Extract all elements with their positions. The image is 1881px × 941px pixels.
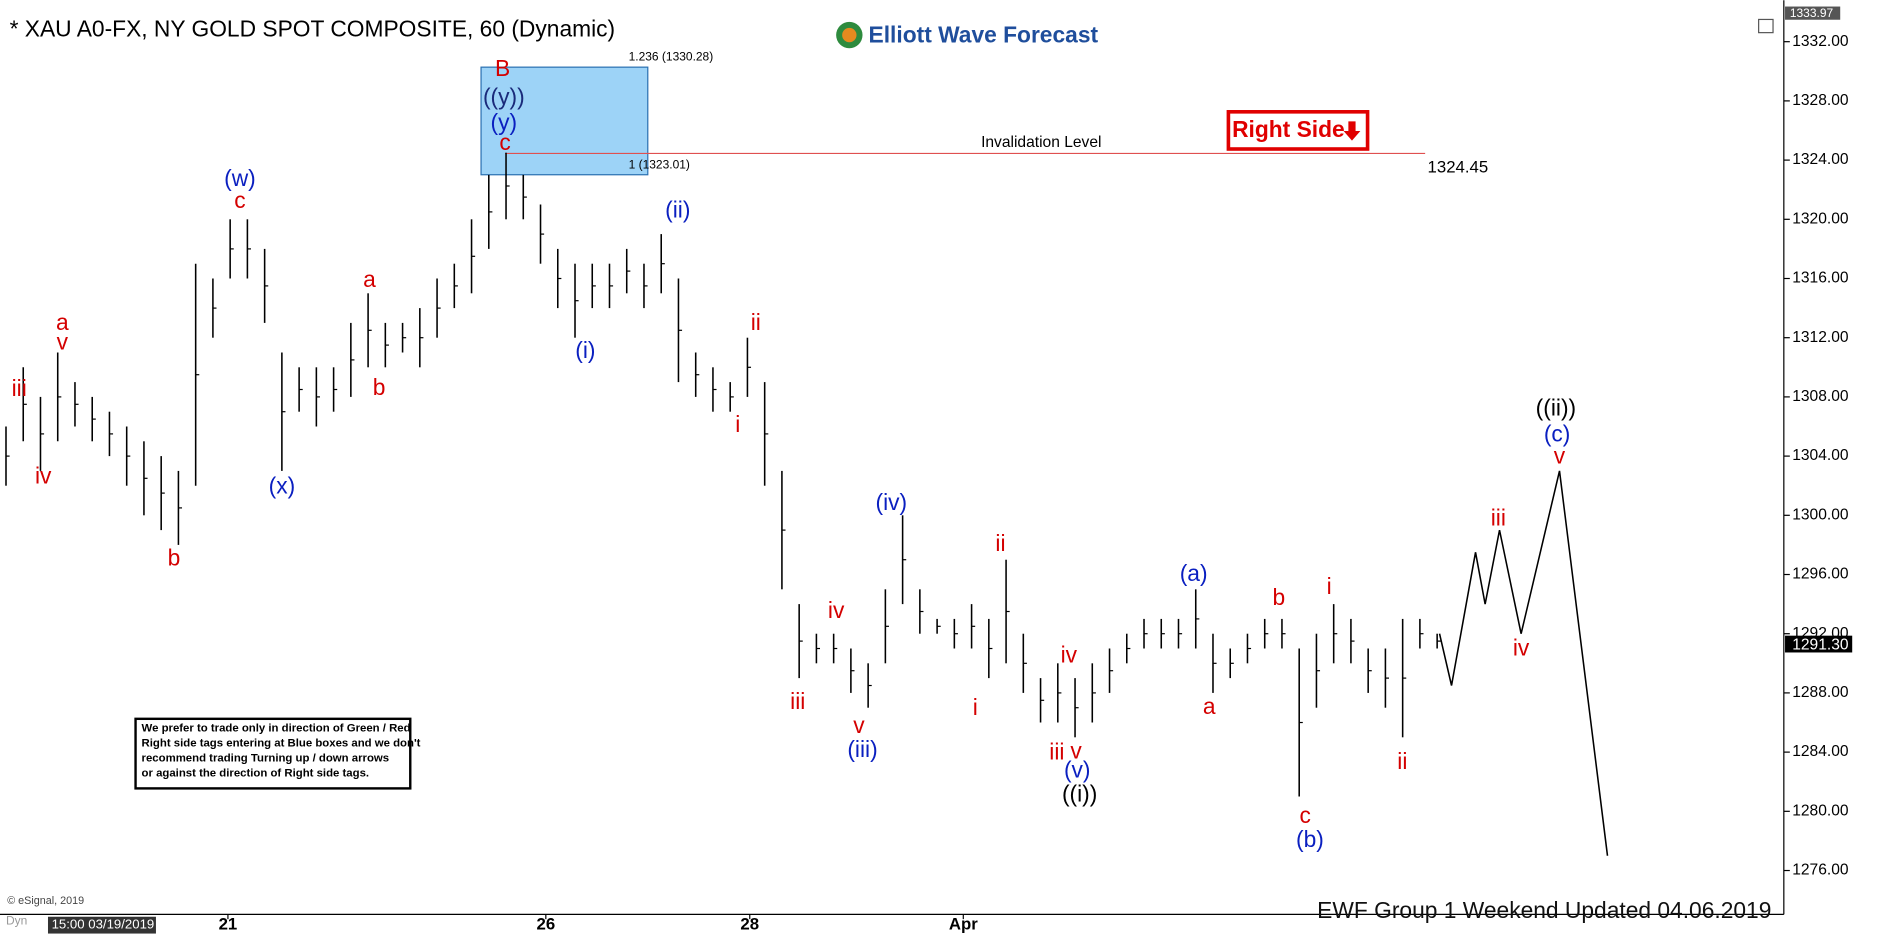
wave-label: iv xyxy=(35,463,52,489)
y-tick-label: 1312.00 xyxy=(1792,329,1849,346)
wave-label: (c) xyxy=(1544,421,1571,447)
price-bars xyxy=(5,152,1441,797)
wave-label: b xyxy=(168,544,181,570)
wave-label: b xyxy=(1272,584,1285,610)
note-frame xyxy=(134,717,412,790)
wave-label: iii xyxy=(1491,505,1506,531)
note-line: We prefer to trade only in direction of … xyxy=(142,722,411,734)
logo: Elliott Wave Forecast xyxy=(836,21,1099,49)
projection-path xyxy=(1438,470,1609,856)
wave-label: i xyxy=(973,694,978,720)
note-box: We prefer to trade only in direction of … xyxy=(134,717,421,790)
wave-label: c xyxy=(499,129,510,155)
y-tick-label: 1320.00 xyxy=(1792,210,1849,227)
invalidation-value: 1324.45 xyxy=(1428,157,1489,176)
wave-label: v xyxy=(853,712,865,738)
start-label-bg xyxy=(47,916,156,934)
wave-label: (y) xyxy=(491,109,518,135)
y-tick-label: 1304.00 xyxy=(1792,447,1849,464)
right-side-tag: Right Side xyxy=(1226,110,1370,151)
wave-label: (v) xyxy=(1064,757,1091,783)
wave-label: iv xyxy=(1513,634,1530,660)
top-price-label: 1333.97 xyxy=(1790,6,1834,20)
wave-label: v xyxy=(1070,737,1082,763)
dyn-label: Dyn xyxy=(6,914,27,928)
wave-label: i xyxy=(1327,573,1332,599)
window-icon xyxy=(1758,18,1774,34)
fib-label: 1.236 (1330.28) xyxy=(629,50,714,64)
x-tick-label: 26 xyxy=(536,915,555,934)
x-tick-label: Apr xyxy=(949,915,978,934)
wave-label: ((i)) xyxy=(1062,781,1097,807)
y-tick-label: 1284.00 xyxy=(1792,743,1849,760)
y-tick-label: 1328.00 xyxy=(1792,92,1849,109)
wave-label: iii xyxy=(790,688,805,714)
wave-label: ((ii)) xyxy=(1536,394,1576,420)
wave-label: (i) xyxy=(575,337,595,363)
footer: EWF Group 1 Weekend Updated 04.06.2019 xyxy=(1317,897,1771,923)
invalidation-label: Invalidation Level xyxy=(981,134,1101,151)
wave-label: i xyxy=(735,411,740,437)
blue-box xyxy=(480,66,649,176)
top-price-bg xyxy=(1785,6,1841,20)
wave-label: B xyxy=(495,55,510,81)
wave-label: iv xyxy=(1061,641,1078,667)
wave-label: (a) xyxy=(1180,560,1208,586)
fib-label: 1 (1323.01) xyxy=(629,157,690,171)
wave-label: iii xyxy=(1049,739,1064,765)
y-tick-label: 1300.00 xyxy=(1792,506,1849,523)
wave-label: ((y)) xyxy=(483,84,525,110)
y-tick-label: 1288.00 xyxy=(1792,684,1849,701)
wave-label: (iv) xyxy=(876,489,908,515)
wave-label: v xyxy=(1554,442,1566,468)
wave-label: a xyxy=(56,309,69,335)
wave-label: iv xyxy=(828,597,845,623)
y-tick-label: 1332.00 xyxy=(1792,33,1849,50)
y-tick-label: 1296.00 xyxy=(1792,566,1849,583)
copyright: © eSignal, 2019 xyxy=(7,895,84,907)
wave-label: (ii) xyxy=(665,196,690,222)
wave-label: c xyxy=(1299,802,1310,828)
x-tick-label: 21 xyxy=(219,915,238,934)
last-price-label: 1291.30 xyxy=(1792,636,1849,653)
y-tick-label: 1324.00 xyxy=(1792,151,1849,168)
x-tick-label: 28 xyxy=(740,915,759,934)
wave-label: b xyxy=(373,374,386,400)
note-line: recommend trading Turning up / down arro… xyxy=(142,752,390,764)
down-arrow xyxy=(1343,121,1361,141)
wave-label: (x) xyxy=(269,472,296,498)
wave-label: v xyxy=(57,328,69,354)
last-price-bg xyxy=(1785,635,1853,653)
start-label: 15:00 03/19/2019 xyxy=(52,917,155,932)
wave-label: a xyxy=(1203,693,1216,719)
wave-label: ii xyxy=(751,309,761,335)
wave-label: (w) xyxy=(224,165,256,191)
wave-label: a xyxy=(363,266,376,292)
wave-label: iii xyxy=(12,375,27,401)
wave-label: (b) xyxy=(1296,826,1324,852)
wave-label: ii xyxy=(1397,748,1407,774)
logo-icon-inner xyxy=(842,27,857,43)
wave-label: c xyxy=(234,187,245,213)
y-tick-label: 1316.00 xyxy=(1792,270,1849,287)
right-side-text: Right Side xyxy=(1232,116,1345,142)
y-tick-label: 1276.00 xyxy=(1792,862,1849,879)
y-tick-label: 1280.00 xyxy=(1792,802,1849,819)
y-tick-label: 1308.00 xyxy=(1792,388,1849,405)
wave-label: ii xyxy=(995,530,1005,556)
note-line: Right side tags entering at Blue boxes a… xyxy=(142,737,421,749)
logo-text: Elliott Wave Forecast xyxy=(869,21,1099,47)
right-side-box xyxy=(1226,110,1370,151)
chart-title: * XAU A0-FX, NY GOLD SPOT COMPOSITE, 60 … xyxy=(10,15,616,41)
note-line: or against the direction of Right side t… xyxy=(142,767,370,779)
wave-label: (iii) xyxy=(847,736,877,762)
